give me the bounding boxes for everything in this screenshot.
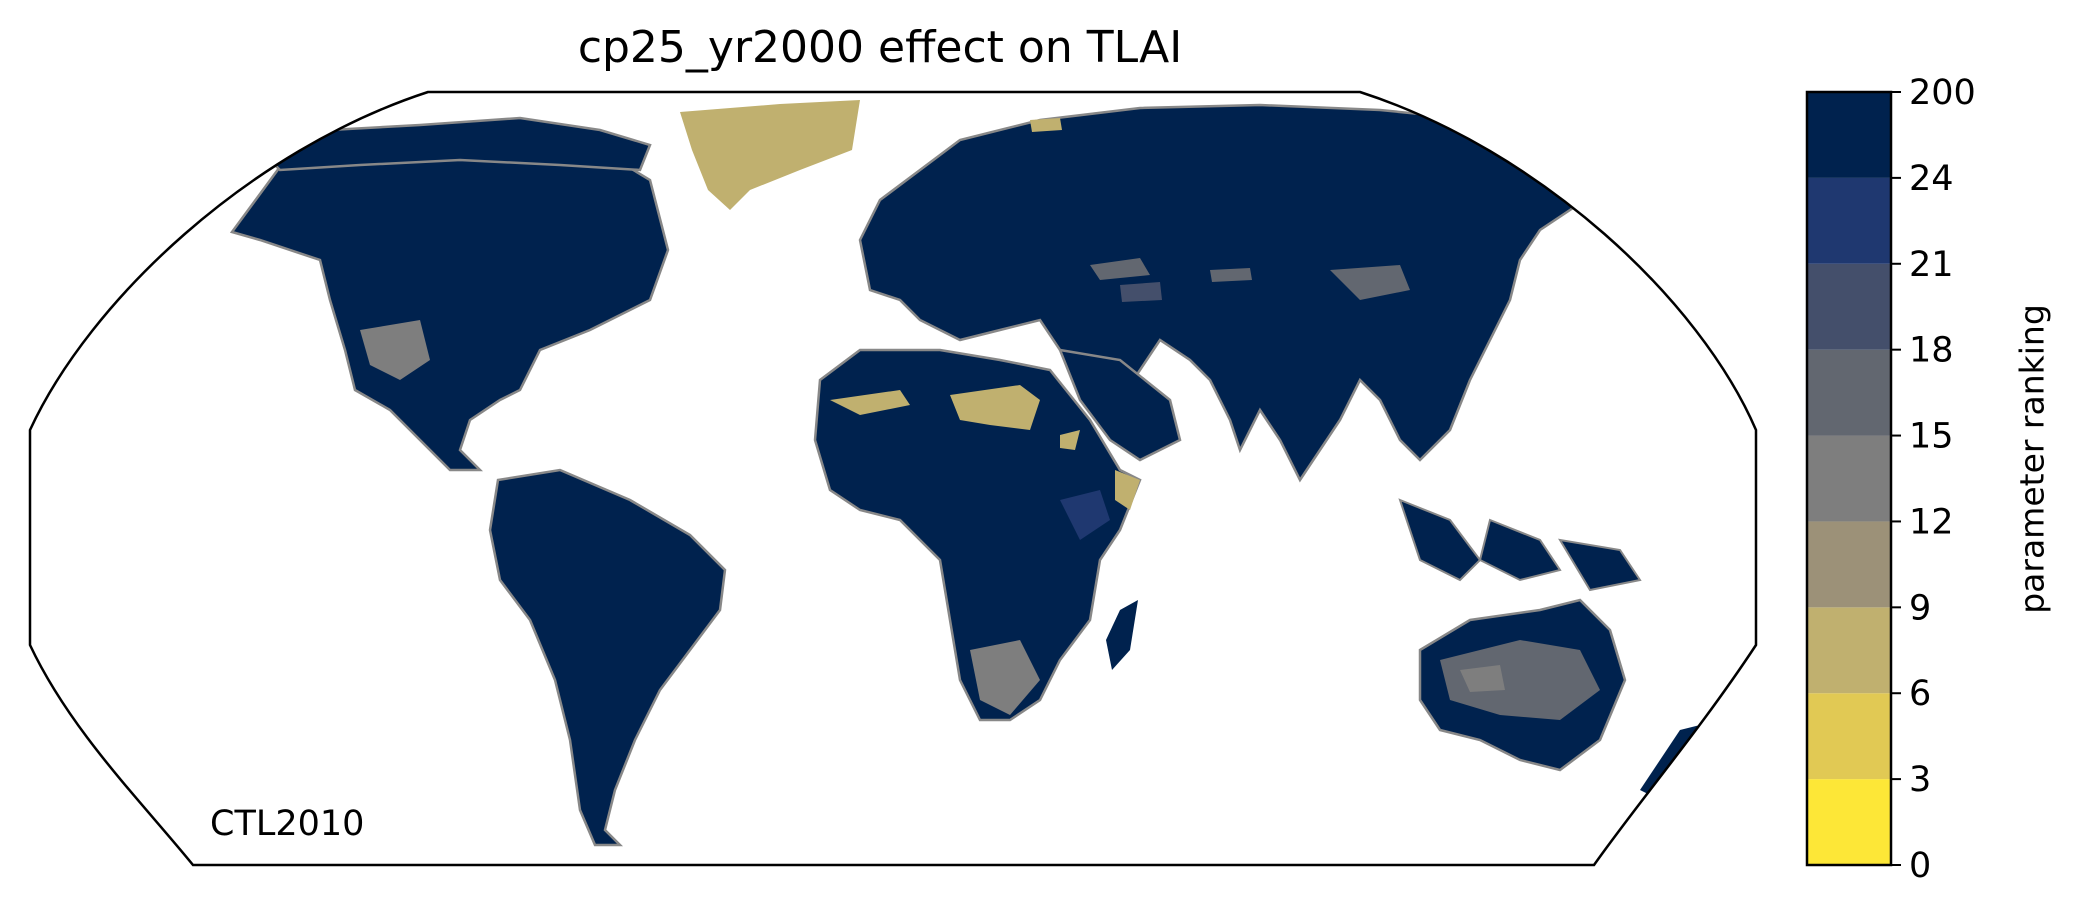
colorbar-bin-18-21 [1807, 264, 1891, 350]
land-south-america [490, 470, 725, 845]
colorbar-bin-21-24 [1807, 178, 1891, 264]
colorbar-tick-label: 21 [1909, 245, 1954, 285]
land-greenland [680, 100, 860, 210]
asia-dark-mid-rank [1120, 282, 1162, 302]
colorbar-tick-label: 0 [1909, 846, 1931, 886]
colorbar-tick-label: 6 [1909, 674, 1931, 714]
land-layer [232, 100, 1700, 845]
colorbar-tick-label: 3 [1909, 760, 1931, 800]
colorbar-label: parameter ranking [2013, 304, 2052, 614]
colorbar-tick-label: 18 [1909, 331, 1954, 371]
colorbar-tick-label: 200 [1909, 73, 1976, 113]
greenland-edge-low-rank [1030, 118, 1062, 132]
dataset-label: CTL2010 [210, 804, 364, 844]
colorbar-bin-15-18 [1807, 350, 1891, 436]
colorbar-bin-24-200 [1807, 92, 1891, 178]
colorbar-tick-label: 24 [1909, 159, 1954, 199]
colorbar-bin-9-12 [1807, 521, 1891, 607]
colorbar-tick-label: 12 [1909, 502, 1954, 542]
colorbar: 0 3 6 9 12 15 18 21 24 200 [1807, 73, 1976, 886]
land-sea-islands [1400, 500, 1640, 590]
colorbar-tick-label: 15 [1909, 417, 1954, 457]
land-north-america [232, 140, 668, 470]
colorbar-bin-6-9 [1807, 607, 1891, 693]
land-madagascar [1106, 600, 1138, 670]
colorbar-bin-3-6 [1807, 693, 1891, 779]
colorbar-bin-0-3 [1807, 779, 1891, 865]
colorbar-tick-label: 9 [1909, 588, 1931, 628]
colorbar-bin-12-15 [1807, 436, 1891, 522]
